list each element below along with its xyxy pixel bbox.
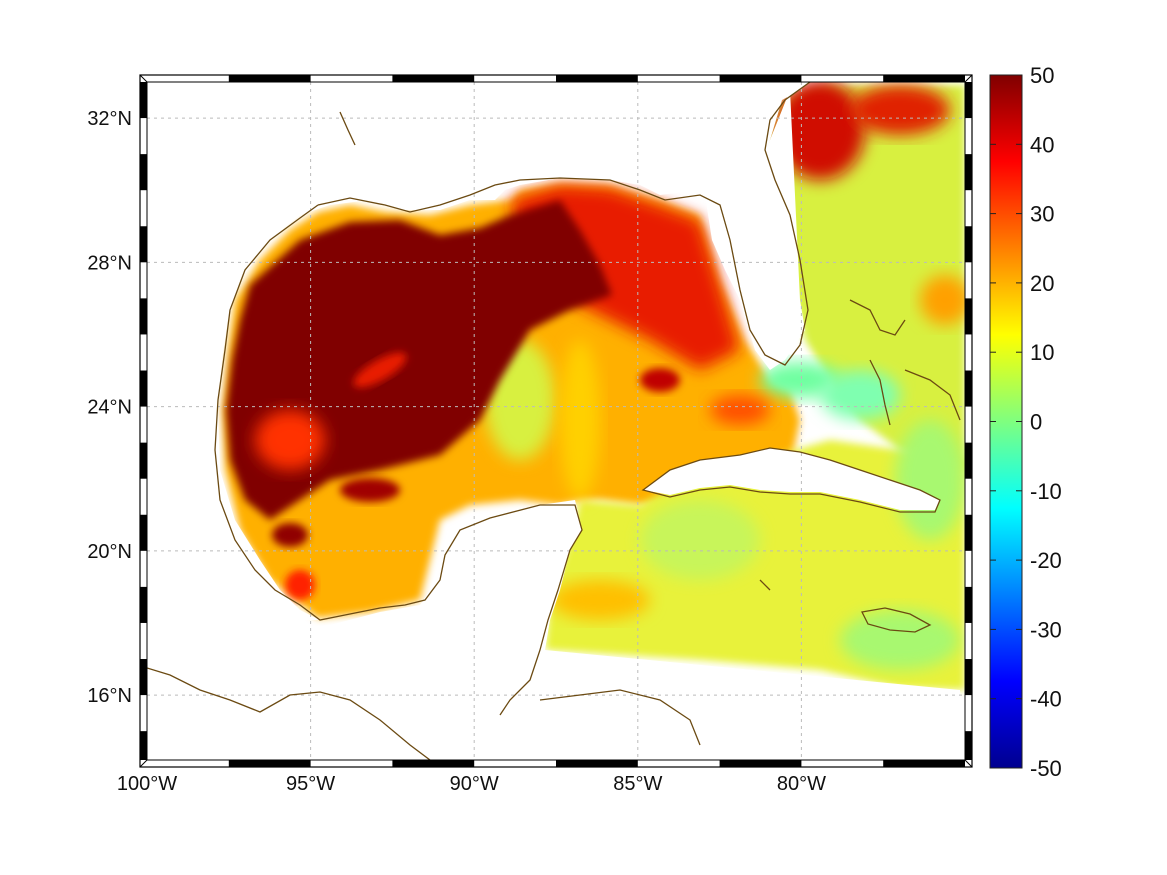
cuba-land (643, 448, 940, 510)
frame-segment (556, 760, 638, 767)
lon-tick-label: 95°W (286, 773, 335, 795)
colorbar-tick-label: -20 (1030, 548, 1062, 573)
lon-tick-label: 100°W (117, 773, 177, 795)
frame-segment (965, 82, 972, 119)
frame-segment (965, 154, 972, 191)
frame-segment (965, 226, 972, 263)
frame-segment (140, 82, 147, 119)
frame-segment (965, 442, 972, 479)
florida-land (705, 90, 805, 370)
colorbar-tick-label: 20 (1030, 271, 1054, 296)
frame-segment (140, 226, 147, 263)
frame-segment (140, 586, 147, 623)
frame-segment (140, 659, 147, 696)
frame-segment (965, 514, 972, 551)
colorbar-tick-label: 0 (1030, 410, 1042, 435)
map-frame (139, 74, 973, 768)
frame-segment (883, 760, 965, 767)
frame-segment (140, 514, 147, 551)
frame-segment (140, 442, 147, 479)
frame-corner (139, 759, 148, 768)
frame-segment (140, 154, 147, 191)
colorbar-tick-label: -10 (1030, 479, 1062, 504)
frame-segment (965, 370, 972, 407)
lon-tick-label: 80°W (777, 773, 826, 795)
tick-labels: 100°W 95°W 90°W 85°W 80°W 32°N 28°N 24°N 20°N 16°… (87, 108, 826, 795)
colorbar-tick-label: 40 (1030, 132, 1054, 157)
frame-segment (965, 586, 972, 623)
map-area (147, 82, 965, 760)
frame-segment (140, 370, 147, 407)
coastlines (147, 82, 961, 760)
lat-tick-label: 24°N (87, 397, 132, 419)
lat-tick-label: 20°N (87, 541, 132, 563)
lat-tick-label: 28°N (87, 252, 132, 274)
frame-segment (140, 731, 147, 760)
colorbar-tick-label: -50 (1030, 756, 1062, 781)
frame-segment (719, 760, 802, 767)
colorbar-tick-label: 50 (1030, 63, 1054, 88)
frame-segment (228, 75, 311, 82)
frame-segment (883, 75, 965, 82)
frame-segment (556, 75, 638, 82)
colorbar: 50 40 30 20 10 0 -10 -20 -30 -40 -50 (989, 63, 1062, 781)
lon-tick-label: 90°W (450, 773, 499, 795)
colorbar-tick-label: -40 (1030, 687, 1062, 712)
frame-corner (139, 74, 148, 83)
us-coast-land (147, 82, 810, 620)
grid-lines (147, 82, 965, 760)
frame-segment (965, 298, 972, 335)
frame-segment (719, 75, 802, 82)
lat-tick-label: 32°N (87, 108, 132, 130)
lat-tick-label: 16°N (87, 685, 132, 707)
frame-segment (392, 760, 475, 767)
frame-segment (140, 298, 147, 335)
frame-corner (964, 759, 973, 768)
frame-segment (392, 75, 475, 82)
frame-segment (228, 760, 311, 767)
colorbar-tick-label: -30 (1030, 617, 1062, 642)
lon-tick-label: 85°W (613, 773, 662, 795)
frame-segment (965, 731, 972, 760)
colorbar-tick-label: 30 (1030, 202, 1054, 227)
frame-segment (965, 659, 972, 696)
frame-corner (964, 74, 973, 83)
colorbar-tick-label: 10 (1030, 340, 1054, 365)
